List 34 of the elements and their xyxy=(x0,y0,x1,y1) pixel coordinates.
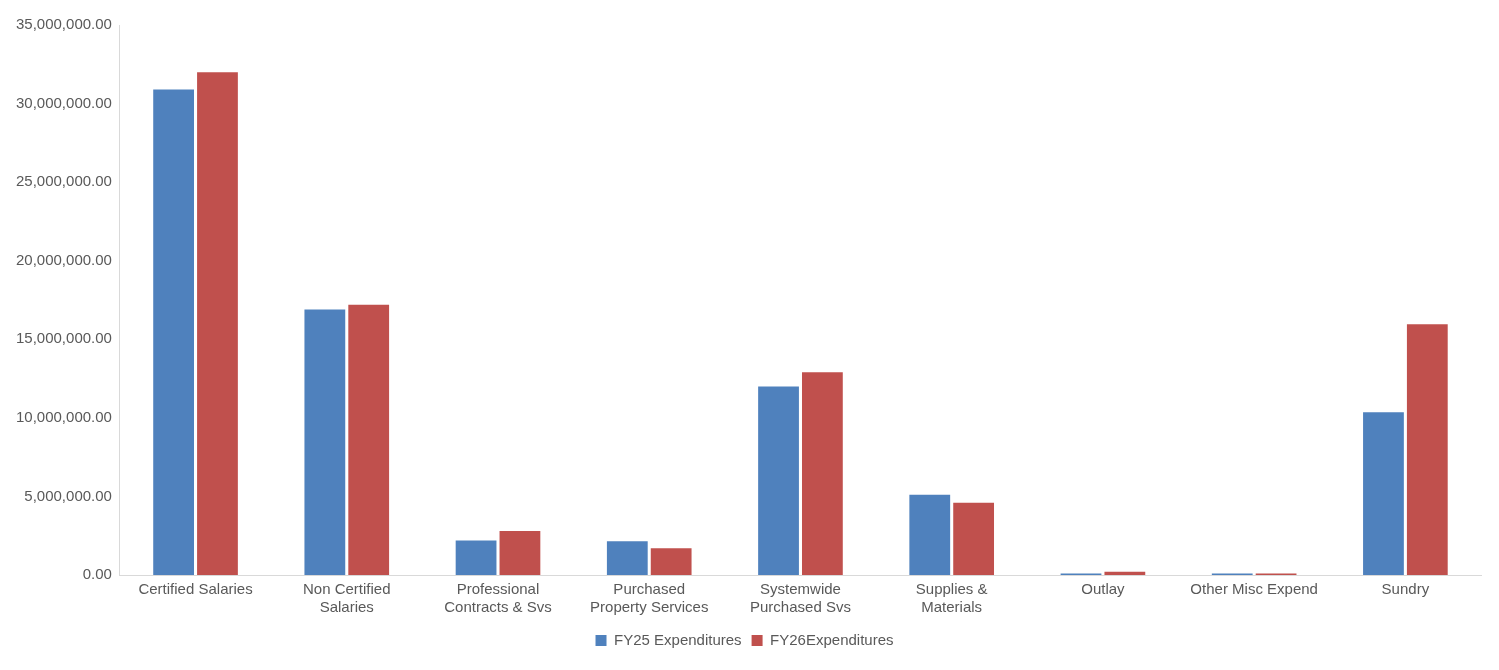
x-tick-label: Sundry xyxy=(1381,580,1430,598)
bar xyxy=(802,372,843,575)
y-tick-label: 20,000,000.00 xyxy=(15,250,112,268)
x-tick-label: Non Certified Salaries xyxy=(303,580,391,616)
y-tick-label: 25,000,000.00 xyxy=(15,172,112,190)
bar xyxy=(650,548,692,575)
bar xyxy=(153,89,195,575)
y-tick-label: 35,000,000.00 xyxy=(15,15,112,33)
y-tick-label: 0.00 xyxy=(82,565,112,583)
bar xyxy=(499,531,541,575)
x-tick-label: Professional Contracts & Svs xyxy=(444,580,552,616)
x-tick-label: Purchased Property Services xyxy=(590,580,709,616)
x-tick-label: Supplies & Materials xyxy=(915,580,988,616)
x-tick-label: Other Misc Expend xyxy=(1190,580,1318,598)
bar xyxy=(197,72,238,575)
y-tick-label: 5,000,000.00 xyxy=(24,486,112,504)
bar xyxy=(1363,412,1404,575)
y-tick-label: 10,000,000.00 xyxy=(15,408,112,425)
x-tick-label: Systemwide Purchased Svs xyxy=(750,580,851,616)
y-tick-label: 30,000,000.00 xyxy=(15,93,112,111)
bar xyxy=(909,494,951,575)
bar xyxy=(758,386,799,575)
bar xyxy=(455,540,497,575)
legend-label: FY26Expenditures xyxy=(770,630,894,648)
bar xyxy=(953,502,995,575)
bar xyxy=(348,304,390,575)
x-tick-label: Outlay xyxy=(1081,580,1126,598)
x-tick-label: Certified Salaries xyxy=(138,580,253,598)
bar xyxy=(1406,324,1448,575)
bar xyxy=(1104,571,1146,575)
bar xyxy=(304,309,346,575)
legend-label: FY25 Expenditures xyxy=(614,630,742,648)
bar xyxy=(606,541,648,575)
y-tick-label: 15,000,000.00 xyxy=(15,329,112,347)
